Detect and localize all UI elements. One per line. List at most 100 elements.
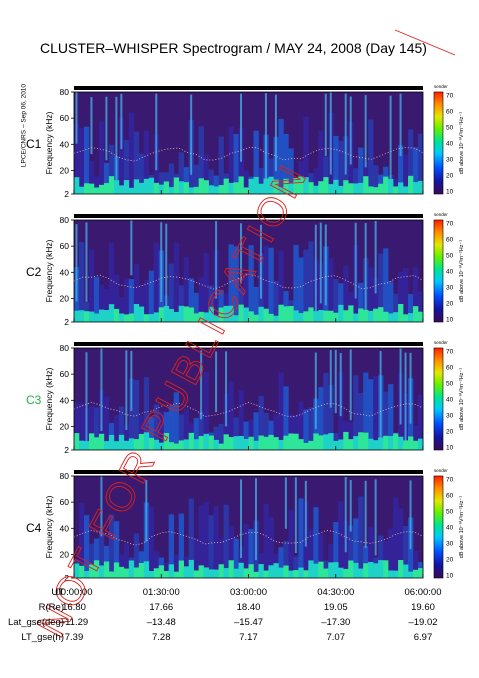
low-frequency-band bbox=[133, 439, 140, 450]
spectral-column bbox=[418, 394, 424, 450]
low-frequency-band bbox=[198, 311, 204, 322]
low-frequency-band bbox=[138, 562, 145, 578]
emission-burst bbox=[100, 348, 103, 432]
low-frequency-band bbox=[103, 183, 110, 194]
spectral-column bbox=[248, 245, 254, 322]
spectral-column bbox=[328, 384, 334, 450]
spectral-column bbox=[258, 168, 264, 194]
low-frequency-band bbox=[388, 313, 394, 322]
emission-burst bbox=[314, 224, 317, 313]
low-frequency-band bbox=[368, 438, 374, 450]
low-frequency-band bbox=[348, 183, 354, 194]
low-frequency-band bbox=[373, 187, 379, 194]
spectral-column bbox=[373, 165, 379, 194]
y-tick-label: 60 bbox=[60, 497, 70, 507]
emission-burst bbox=[200, 350, 203, 420]
low-frequency-band bbox=[338, 567, 344, 578]
colorbar-tick-label: 70 bbox=[446, 349, 454, 356]
low-frequency-band bbox=[268, 565, 274, 578]
low-frequency-band bbox=[313, 563, 319, 578]
spectral-column bbox=[353, 168, 359, 194]
emission-burst bbox=[399, 348, 402, 425]
emission-burst bbox=[329, 350, 332, 408]
low-frequency-band bbox=[233, 568, 239, 578]
spectral-column bbox=[383, 248, 389, 322]
low-frequency-band bbox=[213, 569, 219, 578]
spectral-column bbox=[123, 278, 130, 322]
low-frequency-band bbox=[243, 568, 249, 578]
low-frequency-band bbox=[408, 313, 414, 322]
spectral-column bbox=[243, 524, 249, 578]
low-frequency-band bbox=[118, 434, 125, 450]
spectral-column bbox=[268, 247, 274, 322]
low-frequency-band bbox=[218, 443, 224, 450]
spectral-column bbox=[183, 257, 189, 322]
spectral-column bbox=[218, 136, 224, 194]
low-frequency-band bbox=[418, 180, 424, 194]
low-frequency-band bbox=[293, 433, 299, 450]
y-tick-label: 20 bbox=[60, 293, 70, 303]
spectral-column bbox=[198, 411, 204, 450]
spectral-column bbox=[323, 373, 329, 450]
spectral-column bbox=[74, 403, 80, 450]
spectral-column bbox=[333, 521, 339, 578]
emission-burst bbox=[165, 223, 168, 314]
emission-burst bbox=[85, 222, 88, 302]
colorbar-tick-label: 60 bbox=[446, 365, 454, 372]
colorbar-tick-label: 70 bbox=[446, 221, 454, 228]
low-frequency-band bbox=[103, 310, 110, 322]
spectral-column bbox=[293, 244, 299, 322]
spectral-column bbox=[103, 289, 110, 322]
low-frequency-band bbox=[343, 431, 349, 450]
spectral-column bbox=[128, 279, 135, 322]
spectral-column bbox=[123, 424, 130, 450]
y-axis-label: Frequency (kHz) bbox=[44, 111, 54, 174]
low-frequency-band bbox=[268, 313, 274, 322]
axis-row-value-r: 18.40 bbox=[236, 602, 261, 613]
emission-burst bbox=[304, 480, 307, 547]
y-tick-label: 40 bbox=[60, 523, 70, 533]
low-frequency-band bbox=[263, 436, 269, 450]
low-frequency-band bbox=[323, 310, 329, 322]
spectral-column bbox=[373, 375, 379, 450]
colorbar bbox=[433, 91, 444, 195]
low-frequency-band bbox=[408, 571, 414, 578]
spectral-column bbox=[253, 412, 259, 450]
spectral-column bbox=[408, 129, 414, 194]
spectral-column bbox=[218, 538, 224, 578]
emission-burst bbox=[274, 94, 277, 172]
axis-row-value-lat: –19.02 bbox=[408, 617, 438, 628]
spectral-column bbox=[293, 414, 299, 450]
low-frequency-band bbox=[213, 315, 219, 322]
status-bar bbox=[74, 342, 423, 346]
spectral-column bbox=[383, 391, 389, 450]
spectral-column bbox=[243, 170, 249, 194]
low-frequency-band bbox=[158, 184, 165, 194]
colorbar-tick-label: 40 bbox=[446, 397, 454, 404]
low-frequency-band bbox=[238, 435, 244, 450]
low-frequency-band bbox=[278, 439, 284, 450]
spectral-column bbox=[233, 134, 239, 194]
low-frequency-band bbox=[103, 441, 110, 450]
spectral-column bbox=[208, 285, 214, 322]
y-tick-label: 20 bbox=[60, 165, 70, 175]
low-frequency-band bbox=[333, 312, 339, 322]
spectral-column bbox=[183, 409, 189, 450]
colorbar-tick-label: 10 bbox=[446, 445, 454, 452]
low-frequency-band bbox=[248, 564, 254, 578]
spectral-column bbox=[248, 529, 254, 578]
low-frequency-band bbox=[128, 313, 135, 322]
spectral-column bbox=[153, 242, 160, 322]
emission-burst bbox=[404, 352, 407, 444]
low-frequency-band bbox=[178, 440, 184, 450]
colorbar-tick-label: 60 bbox=[446, 493, 454, 500]
low-frequency-band bbox=[413, 569, 419, 578]
low-frequency-band bbox=[308, 440, 314, 450]
spectral-column bbox=[278, 372, 284, 450]
low-frequency-band bbox=[208, 569, 214, 578]
low-frequency-band bbox=[253, 571, 259, 578]
low-frequency-band bbox=[388, 570, 394, 578]
axis-row-label-r: R(Re) bbox=[38, 602, 64, 613]
spectral-column bbox=[143, 130, 150, 194]
low-frequency-band bbox=[83, 311, 90, 322]
